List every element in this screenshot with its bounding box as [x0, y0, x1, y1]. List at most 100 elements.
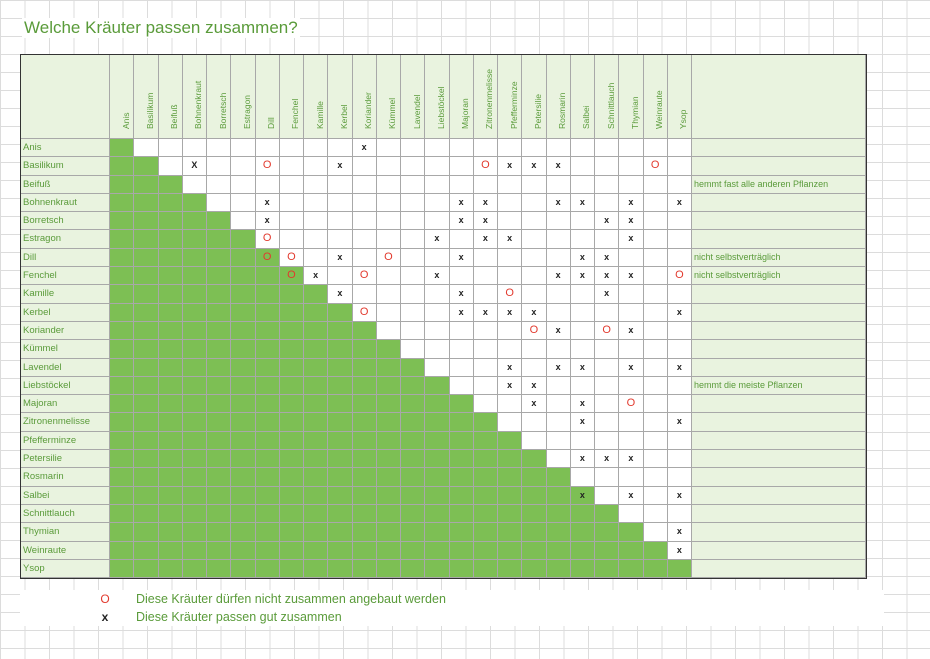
matrix-cell[interactable]: x — [570, 193, 595, 213]
matrix-cell[interactable] — [110, 431, 135, 451]
matrix-cell[interactable] — [498, 340, 523, 359]
matrix-cell[interactable] — [376, 468, 401, 487]
matrix-cell[interactable] — [182, 504, 207, 524]
matrix-cell[interactable] — [182, 541, 207, 560]
matrix-cell[interactable] — [643, 303, 668, 322]
row-note[interactable] — [692, 541, 866, 560]
matrix-cell[interactable] — [352, 395, 377, 414]
matrix-cell[interactable] — [110, 230, 135, 249]
row-note[interactable] — [692, 157, 866, 176]
matrix-cell[interactable] — [401, 267, 426, 286]
matrix-cell[interactable] — [304, 321, 329, 341]
matrix-cell[interactable] — [231, 157, 256, 176]
matrix-cell[interactable] — [279, 340, 304, 359]
matrix-cell[interactable] — [352, 413, 377, 432]
matrix-cell[interactable] — [158, 504, 183, 524]
matrix-cell[interactable] — [255, 431, 280, 451]
row-note[interactable] — [692, 413, 866, 432]
matrix-cell[interactable] — [304, 285, 329, 304]
matrix-cell[interactable] — [643, 395, 668, 414]
matrix-cell[interactable] — [425, 504, 450, 524]
matrix-cell[interactable] — [595, 230, 620, 249]
matrix-cell[interactable] — [207, 450, 232, 469]
row-header[interactable]: Ysop — [21, 559, 110, 579]
matrix-cell[interactable] — [158, 376, 183, 396]
matrix-cell[interactable] — [352, 340, 377, 359]
matrix-cell[interactable]: O — [255, 157, 280, 176]
matrix-cell[interactable] — [595, 395, 620, 414]
matrix-cell[interactable] — [255, 541, 280, 560]
matrix-cell[interactable] — [546, 212, 571, 231]
row-note[interactable] — [692, 358, 866, 377]
matrix-cell[interactable] — [595, 303, 620, 322]
matrix-cell[interactable] — [425, 340, 450, 359]
matrix-cell[interactable] — [255, 358, 280, 377]
matrix-cell[interactable]: x — [667, 486, 692, 505]
matrix-cell[interactable] — [255, 340, 280, 359]
matrix-cell[interactable] — [279, 431, 304, 451]
matrix-cell[interactable] — [498, 486, 523, 505]
matrix-cell[interactable] — [279, 559, 304, 579]
matrix-cell[interactable] — [619, 157, 644, 176]
matrix-cell[interactable]: x — [667, 541, 692, 560]
matrix-cell[interactable] — [643, 376, 668, 396]
matrix-cell[interactable] — [279, 157, 304, 176]
matrix-cell[interactable] — [352, 212, 377, 231]
matrix-cell[interactable] — [134, 230, 159, 249]
matrix-cell[interactable] — [110, 212, 135, 231]
matrix-cell[interactable] — [522, 523, 547, 542]
row-header[interactable]: Basilikum — [21, 157, 110, 176]
matrix-cell[interactable] — [449, 139, 474, 158]
matrix-cell[interactable] — [304, 504, 329, 524]
matrix-cell[interactable] — [158, 157, 183, 176]
matrix-cell[interactable]: x — [522, 303, 547, 322]
matrix-cell[interactable] — [498, 504, 523, 524]
matrix-cell[interactable]: x — [328, 248, 353, 268]
matrix-cell[interactable] — [498, 193, 523, 213]
matrix-cell[interactable] — [328, 559, 353, 579]
matrix-cell[interactable] — [473, 175, 498, 194]
matrix-cell[interactable] — [207, 321, 232, 341]
matrix-cell[interactable] — [376, 431, 401, 451]
matrix-cell[interactable] — [619, 376, 644, 396]
matrix-cell[interactable] — [207, 230, 232, 249]
matrix-cell[interactable] — [643, 139, 668, 158]
matrix-cell[interactable] — [376, 395, 401, 414]
row-header[interactable]: Estragon — [21, 230, 110, 249]
matrix-cell[interactable] — [449, 486, 474, 505]
row-header[interactable]: Dill — [21, 248, 110, 268]
matrix-cell[interactable] — [401, 523, 426, 542]
matrix-cell[interactable] — [667, 139, 692, 158]
matrix-cell[interactable] — [231, 267, 256, 286]
row-header[interactable]: Kümmel — [21, 340, 110, 359]
matrix-cell[interactable] — [304, 248, 329, 268]
matrix-cell[interactable] — [376, 321, 401, 341]
matrix-cell[interactable] — [667, 248, 692, 268]
matrix-cell[interactable]: O — [255, 230, 280, 249]
matrix-cell[interactable] — [449, 523, 474, 542]
matrix-cell[interactable] — [231, 504, 256, 524]
matrix-cell[interactable]: x — [255, 212, 280, 231]
column-header[interactable]: Dill — [255, 55, 280, 139]
matrix-cell[interactable] — [473, 358, 498, 377]
matrix-cell[interactable] — [182, 193, 207, 213]
matrix-cell[interactable]: x — [546, 157, 571, 176]
column-header[interactable]: Basilikum — [134, 55, 159, 139]
matrix-cell[interactable] — [134, 358, 159, 377]
matrix-cell[interactable] — [207, 541, 232, 560]
matrix-cell[interactable] — [182, 230, 207, 249]
row-note[interactable] — [692, 450, 866, 469]
matrix-cell[interactable]: x — [667, 193, 692, 213]
matrix-cell[interactable] — [401, 303, 426, 322]
matrix-cell[interactable] — [182, 523, 207, 542]
matrix-cell[interactable] — [110, 376, 135, 396]
matrix-cell[interactable] — [473, 139, 498, 158]
matrix-cell[interactable] — [643, 486, 668, 505]
matrix-cell[interactable] — [134, 193, 159, 213]
matrix-cell[interactable] — [376, 523, 401, 542]
row-header[interactable]: Schnittlauch — [21, 504, 110, 524]
matrix-cell[interactable] — [110, 523, 135, 542]
matrix-cell[interactable] — [328, 376, 353, 396]
matrix-cell[interactable] — [643, 285, 668, 304]
matrix-cell[interactable] — [667, 431, 692, 451]
